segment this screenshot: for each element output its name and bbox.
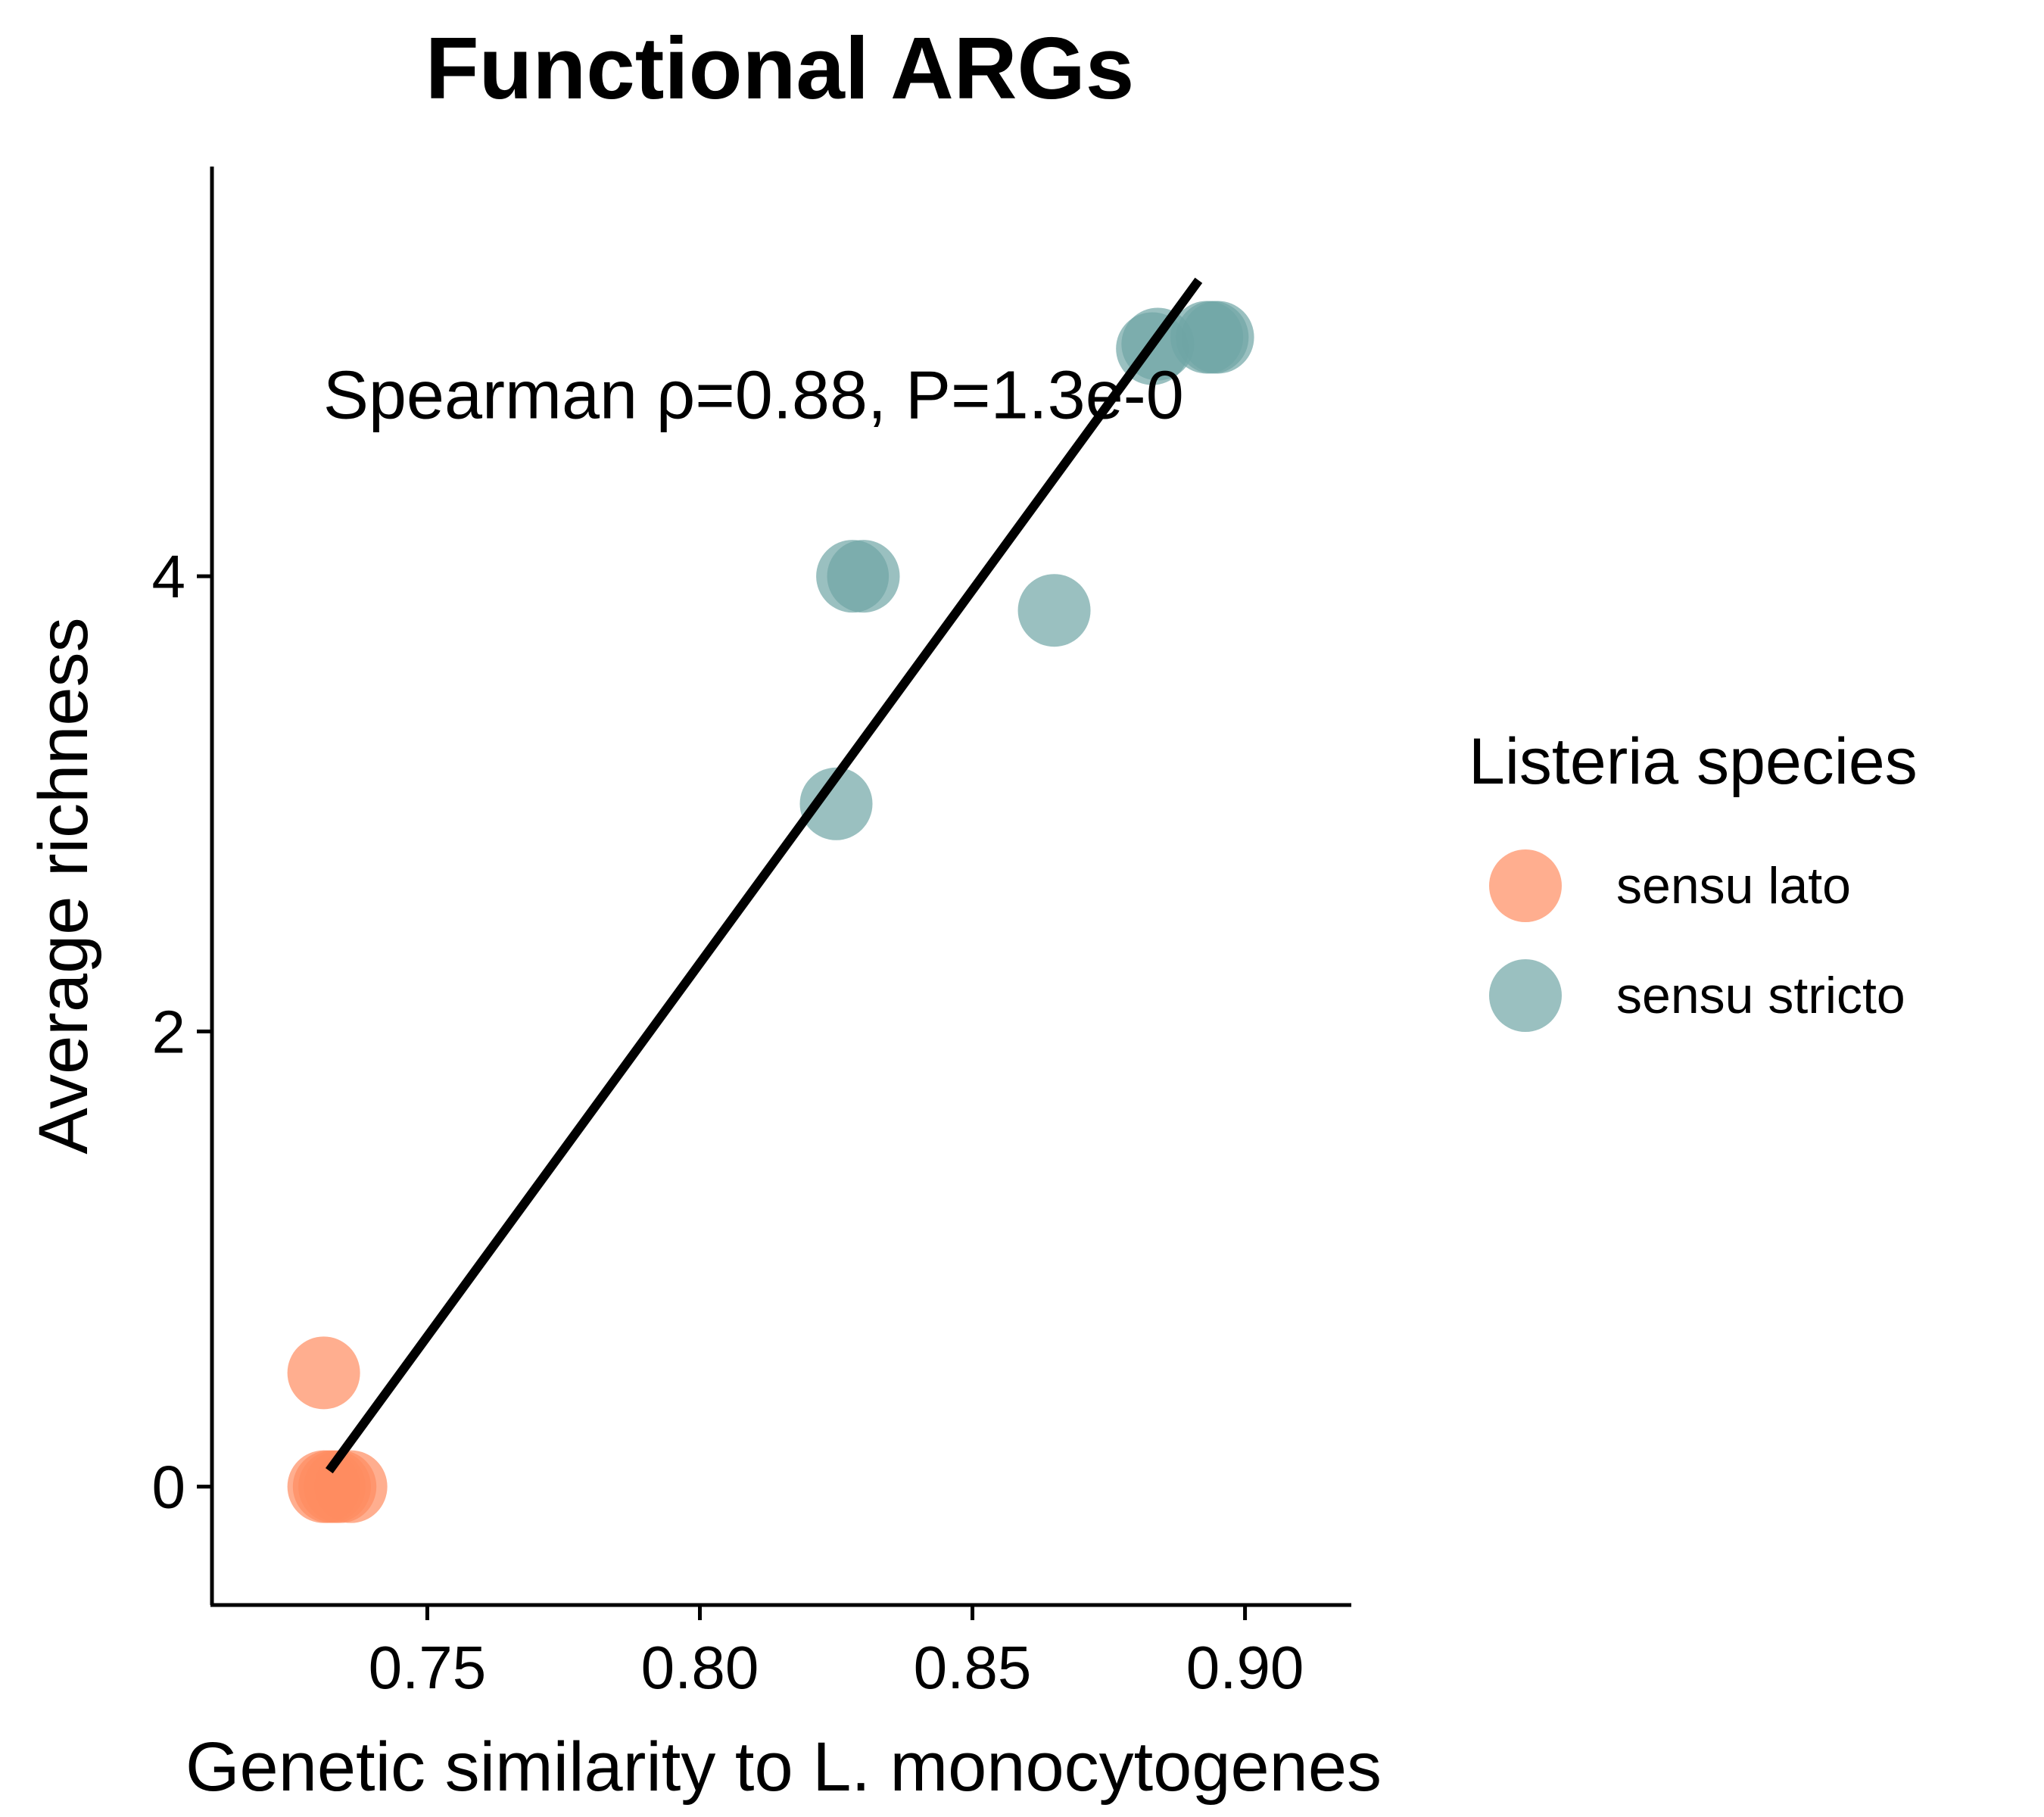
y-axis-label: Average richness bbox=[25, 617, 102, 1154]
data-point bbox=[287, 1336, 360, 1410]
data-points bbox=[287, 301, 1254, 1523]
legend: Listeria species sensu lato sensu strict… bbox=[1469, 725, 1918, 1032]
data-point bbox=[314, 1450, 388, 1523]
legend-swatch-sensu-lato bbox=[1489, 849, 1562, 922]
x-tick-label: 0.90 bbox=[1186, 1634, 1304, 1701]
data-point bbox=[1017, 574, 1091, 647]
y-ticks: 0 2 4 bbox=[152, 543, 212, 1521]
chart-title: Functional ARGs bbox=[425, 19, 1135, 117]
legend-label-sensu-lato: sensu lato bbox=[1616, 857, 1851, 915]
x-ticks: 0.75 0.80 0.85 0.90 bbox=[369, 1605, 1304, 1701]
x-tick-label: 0.75 bbox=[369, 1634, 487, 1701]
legend-label-sensu-stricto: sensu stricto bbox=[1616, 967, 1905, 1024]
correlation-annotation: Spearman ρ=0.88, P=1.3e-0 bbox=[323, 358, 1184, 434]
data-point bbox=[1181, 301, 1254, 374]
x-tick-label: 0.85 bbox=[914, 1634, 1032, 1701]
trendline-group bbox=[325, 277, 1203, 1474]
x-axis-label: Genetic similarity to L. monocytogenes bbox=[185, 1728, 1382, 1806]
trendline bbox=[325, 277, 1203, 1474]
y-tick-label: 0 bbox=[152, 1454, 186, 1521]
legend-swatch-sensu-stricto bbox=[1489, 959, 1562, 1032]
axes bbox=[210, 167, 1351, 1607]
y-tick-label: 4 bbox=[152, 543, 186, 610]
data-point bbox=[799, 767, 873, 840]
data-point bbox=[827, 540, 900, 613]
y-tick-label: 2 bbox=[152, 998, 186, 1065]
x-tick-label: 0.80 bbox=[641, 1634, 759, 1701]
legend-title: Listeria species bbox=[1469, 725, 1918, 798]
